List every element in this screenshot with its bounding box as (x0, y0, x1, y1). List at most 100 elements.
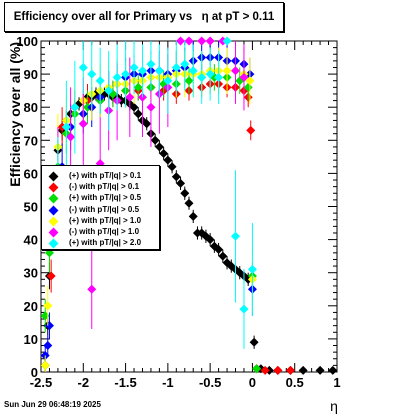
data-point (87, 69, 97, 79)
x-tick-label: -2.5 (30, 375, 52, 390)
data-point (245, 76, 255, 86)
data-point (70, 102, 80, 112)
data-point (167, 162, 177, 172)
x-tick-label: -0.5 (199, 375, 221, 390)
legend: (+) with pT/|q| > 0.1 (-) with pT/|q| > 0… (41, 165, 160, 250)
y-axis-label: Efficiency over all (%) (7, 42, 23, 187)
data-point (214, 245, 224, 255)
legend-entry: (-) with pT/|q| > 0.1 (42, 181, 159, 193)
data-point (142, 119, 152, 129)
data-point (43, 301, 53, 311)
data-point (171, 172, 181, 182)
data-point (222, 36, 232, 46)
data-point (273, 365, 283, 375)
legend-marker (48, 182, 59, 193)
data-point (176, 178, 186, 188)
data-point (239, 72, 249, 82)
y-tick-label: 70 (24, 133, 38, 148)
data-point (95, 76, 105, 86)
x-tick-label: -2 (78, 375, 90, 390)
data-point (150, 135, 160, 145)
legend-label: (-) with pT/|q| > 1.0 (69, 227, 140, 236)
legend-marker (48, 193, 59, 204)
y-tick-label: 60 (24, 166, 38, 181)
data-point (133, 82, 143, 92)
legend-entry: (-) with pT/|q| > 0.5 (42, 204, 159, 216)
data-point (137, 66, 147, 76)
legend-entry: (+) with pT/|q| > 0.1 (42, 170, 159, 182)
data-point (231, 231, 241, 241)
legend-marker (48, 238, 59, 249)
data-point (159, 149, 169, 159)
legend-label: (+) with pT/|q| > 1.0 (69, 215, 142, 225)
y-tick-label: 30 (24, 266, 38, 281)
data-point (184, 76, 194, 86)
y-tick-label: 0 (31, 365, 38, 380)
data-point (78, 119, 88, 129)
data-point (184, 198, 194, 208)
legend-label: (+) with pT/|q| > 2.0 (69, 238, 142, 248)
data-point (43, 341, 53, 351)
legend-label: (+) with pT/|q| > 0.1 (69, 171, 142, 180)
x-tick-label: 0.5 (286, 375, 304, 390)
legend-marker (48, 227, 59, 238)
data-point (328, 365, 338, 375)
chart-title: Efficiency over all for Primary vs η at … (4, 2, 284, 32)
legend-marker (48, 205, 59, 216)
data-point (40, 360, 50, 370)
data-point (125, 92, 135, 102)
data-point (66, 132, 76, 142)
data-point (239, 304, 249, 314)
data-point (78, 62, 88, 72)
data-point (87, 284, 97, 294)
legend-label: (-) with pT/|q| > 0.1 (69, 182, 140, 192)
x-tick-label: 1 (333, 375, 340, 390)
x-tick-label: 0 (249, 375, 256, 390)
data-point (188, 66, 198, 76)
y-tick-label: 80 (24, 100, 38, 115)
x-tick-label: -1.5 (114, 375, 136, 390)
timestamp-footer: Sun Jun 29 06:48:19 2025 (4, 400, 101, 409)
legend-marker (48, 216, 59, 227)
legend-marker (48, 171, 59, 182)
data-point (197, 72, 207, 82)
legend-entry: (+) with pT/|q| > 1.0 (42, 215, 159, 227)
data-point (171, 62, 181, 72)
data-point (205, 235, 215, 245)
data-point (243, 82, 253, 92)
data-point (222, 66, 232, 76)
x-tick-label: -1 (162, 375, 174, 390)
data-point (188, 211, 198, 221)
data-point (315, 365, 325, 375)
data-point (146, 102, 156, 112)
data-point (154, 66, 164, 76)
legend-entry: (-) with pT/|q| > 1.0 (42, 226, 159, 238)
data-point (44, 321, 54, 331)
data-point (260, 365, 270, 375)
y-tick-label: 20 (24, 299, 38, 314)
y-tick-label: 40 (24, 233, 38, 248)
data-point (61, 122, 71, 132)
data-point (104, 86, 114, 96)
legend-label: (-) with pT/|q| > 0.5 (69, 204, 140, 214)
y-tick-label: 10 (24, 332, 38, 347)
data-point (197, 36, 207, 46)
data-point (121, 69, 131, 79)
data-point (46, 271, 56, 281)
y-tick-label: 100 (16, 34, 38, 49)
y-tick-label: 90 (24, 67, 38, 82)
data-point (246, 125, 256, 135)
data-point (249, 337, 259, 347)
data-point (285, 365, 295, 375)
data-point (205, 36, 215, 46)
data-point (154, 142, 164, 152)
legend-label: (+) with pT/|q| > 0.5 (69, 193, 142, 203)
data-point (129, 102, 139, 112)
data-point (112, 72, 122, 82)
legend-entry: (+) with pT/|q| > 0.5 (42, 192, 159, 204)
data-point (163, 76, 173, 86)
data-point (252, 364, 262, 374)
x-axis-label: η (330, 398, 338, 414)
data-point (184, 36, 194, 46)
data-point (176, 36, 186, 46)
